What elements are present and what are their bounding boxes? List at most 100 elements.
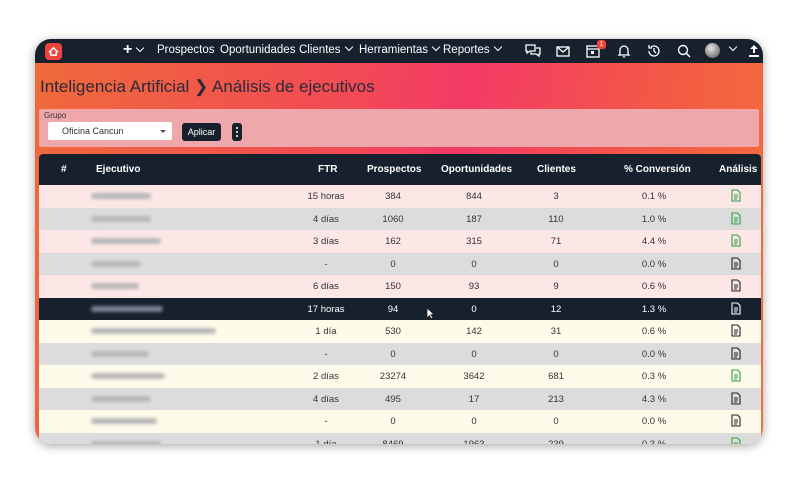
chevron-down-icon[interactable] (728, 42, 738, 52)
table-row[interactable]: - 0 0 0 0.0 % (39, 252, 761, 275)
cell-clientes: 0 (553, 348, 559, 360)
analysis-document-icon[interactable] (731, 436, 741, 444)
cell-prospectos: 495 (385, 393, 401, 405)
cell-clientes: 681 (548, 371, 564, 382)
executive-name-redacted (91, 395, 151, 402)
cell-clientes: 213 (548, 393, 564, 405)
cell-conversion: 0.6 % (641, 281, 667, 292)
cell-conversion: 1.3 % (641, 303, 667, 315)
cell-oportunidades: 0 (471, 416, 477, 427)
bell-icon[interactable] (615, 42, 633, 60)
analysis-document-icon[interactable] (731, 369, 741, 382)
history-icon[interactable] (645, 42, 663, 60)
search-icon[interactable] (675, 42, 693, 60)
cell-oportunidades: 315 (466, 236, 482, 247)
calendar-badge: 1 (597, 40, 606, 49)
mouse-cursor-icon (426, 307, 435, 320)
home-logo-icon[interactable] (45, 43, 62, 60)
cell-clientes: 31 (550, 326, 562, 337)
table-row[interactable]: 2 días 23274 3642 681 0.3 % (39, 365, 761, 388)
analysis-document-icon[interactable] (731, 391, 741, 405)
analysis-document-icon[interactable] (731, 346, 741, 360)
analysis-document-icon[interactable] (731, 324, 741, 337)
analysis-document-icon[interactable] (731, 414, 741, 427)
col-analisis[interactable]: Análisis (719, 164, 758, 175)
col-clientes[interactable]: Clientes (537, 164, 576, 175)
group-select[interactable]: Oficina Cancun (48, 122, 172, 140)
executive-name-redacted (91, 215, 151, 222)
cell-oportunidades: 844 (466, 191, 482, 202)
cell-conversion: 0.0 % (641, 258, 667, 270)
mail-icon[interactable] (554, 42, 572, 60)
table-row[interactable]: 1 día 8469 1963 239 0.3 % (39, 432, 761, 445)
nav-oportunidades[interactable]: Oportunidades (220, 44, 296, 56)
chevron-down-icon (344, 42, 353, 52)
table-row[interactable]: 15 horas 384 844 3 0.1 % (39, 185, 761, 208)
executive-name-redacted (91, 418, 157, 424)
table-row[interactable]: 3 días 162 315 71 4.4 % (39, 230, 761, 253)
table-row[interactable]: 17 horas 94 0 12 1.3 % (39, 297, 761, 320)
cell-oportunidades: 142 (466, 326, 482, 337)
cell-prospectos: 94 (387, 303, 399, 315)
group-select-value: Oficina Cancun (62, 126, 124, 136)
cell-oportunidades: 1963 (463, 438, 485, 445)
col-ejecutivo[interactable]: Ejecutivo (96, 164, 141, 175)
nav-reportes[interactable]: Reportes (443, 42, 502, 56)
chat-icon[interactable] (524, 42, 542, 60)
col-ftr[interactable]: FTR (318, 164, 338, 175)
cell-ftr: 17 horas (307, 303, 345, 315)
nav-herramientas-label: Herramientas (359, 44, 429, 56)
analysis-document-icon[interactable] (731, 211, 741, 225)
cell-prospectos: 530 (385, 326, 401, 337)
more-options-button[interactable] (232, 123, 242, 141)
cell-oportunidades: 0 (471, 348, 477, 360)
analysis-document-icon[interactable] (731, 234, 741, 247)
app-window: + Prospectos Oportunidades Clientes Herr… (35, 39, 763, 444)
executive-name-redacted (91, 350, 149, 357)
col-number[interactable]: # (61, 164, 67, 175)
cell-ftr: 3 días (313, 236, 339, 247)
analysis-document-icon[interactable] (731, 301, 741, 315)
analysis-document-icon[interactable] (731, 189, 741, 202)
table-header: # Ejecutivo FTR Prospectos Oportunidades… (39, 154, 761, 185)
cell-clientes: 3 (553, 191, 559, 202)
chevron-down-icon (493, 42, 502, 52)
cell-clientes: 0 (553, 258, 559, 270)
cell-prospectos: 150 (385, 281, 401, 292)
table-row[interactable]: 4 días 495 17 213 4.3 % (39, 387, 761, 410)
cell-conversion: 4.4 % (641, 236, 667, 247)
table-row[interactable]: 1 día 530 142 31 0.6 % (39, 320, 761, 343)
table-row[interactable]: - 0 0 0 0.0 % (39, 410, 761, 433)
cell-ftr: 6 días (313, 281, 339, 292)
add-menu-button[interactable]: + (123, 41, 145, 59)
nav-clientes[interactable]: Clientes (299, 42, 353, 56)
cell-prospectos: 8469 (382, 438, 404, 445)
executive-name-redacted (91, 328, 216, 334)
executives-table: # Ejecutivo FTR Prospectos Oportunidades… (39, 154, 761, 444)
col-prospectos[interactable]: Prospectos (367, 164, 422, 175)
executive-name-redacted (91, 440, 161, 444)
table-row[interactable]: 6 días 150 93 9 0.6 % (39, 275, 761, 298)
cell-prospectos: 23274 (379, 371, 407, 382)
cell-prospectos: 384 (385, 191, 401, 202)
table-row[interactable]: 4 días 1060 187 110 1.0 % (39, 207, 761, 230)
cell-ftr: 1 día (315, 326, 337, 337)
nav-herramientas[interactable]: Herramientas (359, 42, 441, 56)
calendar-icon[interactable] (584, 42, 602, 60)
user-avatar[interactable] (705, 43, 720, 58)
cell-clientes: 110 (548, 213, 564, 225)
table-row[interactable]: - 0 0 0 0.0 % (39, 342, 761, 365)
analysis-document-icon[interactable] (731, 279, 741, 292)
nav-prospectos[interactable]: Prospectos (157, 44, 215, 56)
executive-name-redacted (91, 238, 161, 244)
apply-button[interactable]: Aplicar (182, 123, 221, 141)
upload-icon[interactable] (745, 42, 763, 60)
cell-conversion: 0.3 % (641, 438, 667, 445)
executive-name-redacted (91, 260, 141, 267)
cell-prospectos: 162 (385, 236, 401, 247)
col-oportunidades[interactable]: Oportunidades (441, 164, 513, 175)
col-conversion[interactable]: % Conversión (624, 164, 691, 175)
analysis-document-icon[interactable] (731, 256, 741, 270)
cell-ftr: 2 días (313, 371, 339, 382)
nav-clientes-label: Clientes (299, 44, 341, 56)
